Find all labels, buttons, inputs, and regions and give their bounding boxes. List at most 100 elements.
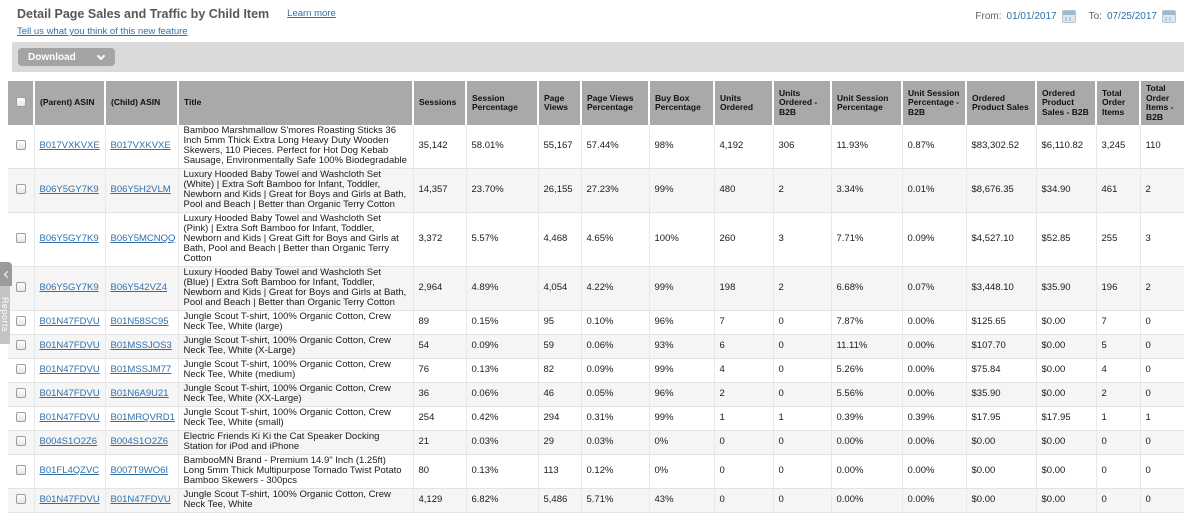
metric-cell: 0 <box>773 454 832 489</box>
title-cell: Luxury Hooded Baby Towel and Washcloth S… <box>178 212 414 267</box>
metric-cell: 11.11% <box>831 334 903 359</box>
metric-cell: $83,302.52 <box>966 125 1037 169</box>
select-all-checkbox[interactable] <box>15 96 26 107</box>
title-cell: Luxury Hooded Baby Towel and Washcloth S… <box>178 266 414 311</box>
metric-cell: 3 <box>773 212 832 267</box>
parent-asin-link[interactable]: B06Y5GY7K9 <box>39 233 99 244</box>
metric-cell: 0 <box>773 488 832 513</box>
metric-cell: 0 <box>1140 454 1184 489</box>
metric-cell: 36 <box>413 382 467 407</box>
table-row: B06Y5GY7K9 B06Y5MCNQQ Luxury Hooded Baby T… <box>8 212 1184 267</box>
parent-asin-link[interactable]: B01N47FDVU <box>39 316 100 327</box>
calendar-icon[interactable] <box>1061 10 1076 23</box>
reports-side-tab[interactable]: Reports <box>0 262 12 344</box>
row-checkbox[interactable] <box>15 140 26 150</box>
metric-cell: $17.95 <box>966 406 1037 431</box>
child-asin-link[interactable]: B01N47FDVU <box>110 494 171 505</box>
parent-asin-link[interactable]: B01FL4QZVC <box>39 465 100 476</box>
child-asin-link[interactable]: B01N58SC95 <box>110 316 169 327</box>
metric-cell: 2 <box>773 168 832 213</box>
row-checkbox[interactable] <box>15 316 26 326</box>
parent-asin-link[interactable]: B01N47FDVU <box>39 412 100 423</box>
metric-cell: 260 <box>714 212 774 267</box>
parent-asin-link[interactable]: B01N47FDVU <box>39 494 100 505</box>
child-asin-link[interactable]: B01MRQVRD1 <box>110 412 175 423</box>
child-asin-link[interactable]: B01MSSJM77 <box>110 364 172 375</box>
chevron-left-icon <box>3 270 11 278</box>
row-checkbox[interactable] <box>15 436 26 446</box>
metric-cell: 254 <box>413 406 467 431</box>
parent-asin-link[interactable]: B01N47FDVU <box>39 340 100 351</box>
metric-cell: $35.90 <box>966 382 1037 407</box>
calendar-icon[interactable] <box>1162 10 1176 23</box>
metric-cell: 0.06% <box>581 334 650 359</box>
metric-cell: 58.01% <box>466 125 539 169</box>
parent-asin-link[interactable]: B01N47FDVU <box>39 364 100 375</box>
metric-cell: 1 <box>1140 406 1184 431</box>
metric-cell: $0.00 <box>1036 358 1097 383</box>
metric-cell: 96% <box>649 310 715 335</box>
row-checkbox[interactable] <box>15 388 26 398</box>
metric-cell: 57.44% <box>581 125 650 169</box>
metric-cell: 0.00% <box>902 382 967 407</box>
row-checkbox[interactable] <box>15 233 26 243</box>
child-asin-link[interactable]: B01MSSJOS3 <box>110 340 172 351</box>
metric-cell: 0 <box>1140 358 1184 383</box>
metric-cell: 196 <box>1096 266 1141 311</box>
from-date-value[interactable]: 01/01/2017 <box>1006 11 1057 22</box>
metric-cell: 0 <box>714 454 774 489</box>
parent-asin-link[interactable]: B06Y5GY7K9 <box>39 282 99 293</box>
metric-cell: 4.22% <box>581 266 650 311</box>
parent-asin-link[interactable]: B004S1O2Z6 <box>39 436 98 447</box>
download-button[interactable]: Download <box>18 48 115 66</box>
child-asin-link[interactable]: B01N6A9U21 <box>110 388 169 399</box>
metric-cell: 1 <box>1096 406 1141 431</box>
metric-cell: 2 <box>1096 382 1141 407</box>
toolbar: Download <box>12 42 1184 72</box>
child-asin-link[interactable]: B06Y5H2VLM <box>110 184 171 195</box>
metric-cell: 46 <box>538 382 582 407</box>
collapse-panel-button[interactable] <box>0 262 12 286</box>
learn-more-link[interactable]: Learn more <box>287 8 336 19</box>
metric-cell: 0.09% <box>902 212 967 267</box>
metric-cell: $17.95 <box>1036 406 1097 431</box>
metric-cell: 0.13% <box>466 358 539 383</box>
parent-asin-link[interactable]: B017VXKVXE <box>39 140 100 151</box>
metric-cell: 110 <box>1140 125 1184 169</box>
parent-asin-link[interactable]: B01N47FDVU <box>39 388 100 399</box>
chevron-down-icon <box>96 51 106 60</box>
row-checkbox[interactable] <box>15 494 26 504</box>
metric-cell: $0.00 <box>1036 382 1097 407</box>
to-date-value[interactable]: 07/25/2017 <box>1106 11 1157 22</box>
table-row: B06Y5GY7K9 B06Y542VZ4 Luxury Hooded Baby T… <box>8 266 1184 311</box>
table-row: B06Y5GY7K9 B06Y5H2VLM Luxury Hooded Baby T… <box>8 168 1184 213</box>
metric-cell: 0.05% <box>581 382 650 407</box>
row-checkbox[interactable] <box>15 412 26 422</box>
page-title: Detail Page Sales and Traffic by Child I… <box>17 7 270 21</box>
parent-asin-link[interactable]: B06Y5GY7K9 <box>39 184 99 195</box>
table-row: B01N47FDVU B01MSSJM77 Jungle Scout T-shirt… <box>8 358 1184 383</box>
child-asin-link[interactable]: B017VXKVXE <box>110 140 171 151</box>
child-asin-link[interactable]: B06Y542VZ4 <box>110 282 168 293</box>
metric-cell: $107.70 <box>966 334 1037 359</box>
feedback-link[interactable]: Tell us what you think of this new featu… <box>17 26 188 37</box>
child-asin-link[interactable]: B06Y5MCNQQ <box>110 233 176 244</box>
child-asin-link[interactable]: B004S1O2Z6 <box>110 436 169 447</box>
row-checkbox[interactable] <box>15 340 26 350</box>
row-checkbox[interactable] <box>15 282 26 292</box>
metric-cell: 2 <box>1140 168 1184 213</box>
metric-cell: 3,372 <box>413 212 467 267</box>
column-header: Ordered Product Sales <box>966 81 1037 125</box>
column-header: Units Ordered - B2B <box>773 81 832 125</box>
row-checkbox[interactable] <box>15 465 26 475</box>
row-checkbox[interactable] <box>15 364 26 374</box>
row-checkbox[interactable] <box>15 184 26 194</box>
child-asin-link[interactable]: B007T9WO6I <box>110 465 169 476</box>
title-cell: Jungle Scout T-shirt, 100% Organic Cotto… <box>178 406 414 431</box>
metric-cell: 99% <box>649 168 715 213</box>
metric-cell: 0 <box>1140 488 1184 513</box>
metric-cell: 4.65% <box>581 212 650 267</box>
metric-cell: 2 <box>773 266 832 311</box>
column-header: Unit Session Percentage <box>831 81 903 125</box>
metric-cell: 0.00% <box>902 310 967 335</box>
